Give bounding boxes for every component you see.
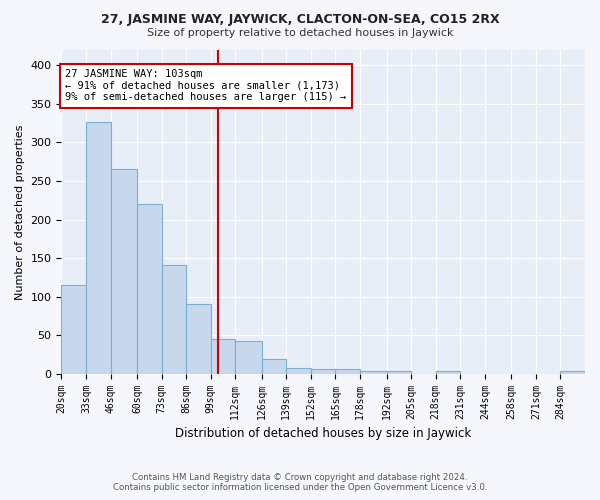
Text: 27 JASMINE WAY: 103sqm
← 91% of detached houses are smaller (1,173)
9% of semi-d: 27 JASMINE WAY: 103sqm ← 91% of detached…	[65, 70, 346, 102]
Bar	[311, 369, 335, 374]
Text: Contains HM Land Registry data © Crown copyright and database right 2024.
Contai: Contains HM Land Registry data © Crown c…	[113, 473, 487, 492]
Bar	[262, 359, 286, 374]
Bar	[61, 285, 86, 374]
Bar	[137, 204, 161, 374]
Bar	[110, 168, 137, 374]
Text: 27, JASMINE WAY, JAYWICK, CLACTON-ON-SEA, CO15 2RX: 27, JASMINE WAY, JAYWICK, CLACTON-ON-SEA…	[101, 12, 499, 26]
Y-axis label: Number of detached properties: Number of detached properties	[15, 124, 25, 300]
Text: Size of property relative to detached houses in Jaywick: Size of property relative to detached ho…	[147, 28, 453, 38]
X-axis label: Distribution of detached houses by size in Jaywick: Distribution of detached houses by size …	[175, 427, 472, 440]
Bar	[436, 370, 460, 374]
Bar	[335, 369, 360, 374]
Bar	[86, 122, 110, 374]
Bar	[560, 370, 585, 374]
Bar	[235, 340, 262, 374]
Bar	[186, 304, 211, 374]
Bar	[211, 339, 235, 374]
Bar	[286, 368, 311, 374]
Bar	[161, 265, 186, 374]
Bar	[360, 370, 386, 374]
Bar	[386, 370, 411, 374]
